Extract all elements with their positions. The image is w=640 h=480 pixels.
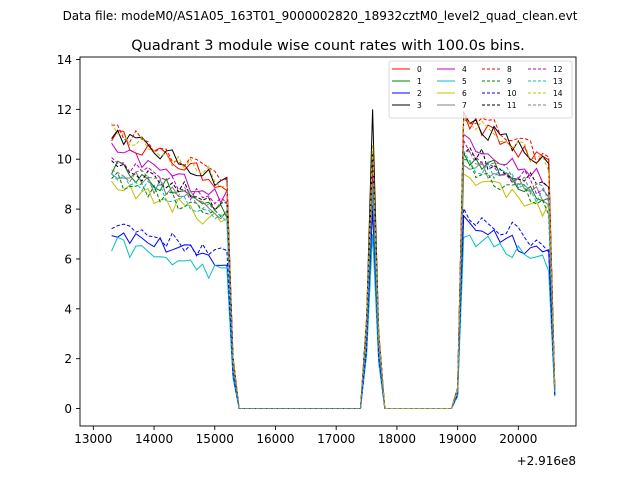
- y-tick-label: 8: [64, 203, 72, 217]
- legend-label-6: 6: [462, 89, 467, 98]
- plot-lines: [111, 109, 556, 409]
- series-line-13: [111, 149, 556, 409]
- series-line-11: [111, 146, 556, 409]
- chart-suptitle: Data file: modeM0/AS1A05_163T01_90000028…: [63, 9, 578, 23]
- legend-label-15: 15: [553, 101, 563, 110]
- legend-label-10: 10: [507, 89, 517, 98]
- series-line-6: [111, 169, 556, 409]
- series-line-2: [111, 209, 556, 409]
- x-tick-label: 17000: [317, 432, 355, 446]
- y-tick-label: 14: [57, 53, 72, 67]
- legend-label-0: 0: [417, 65, 422, 74]
- x-tick-label: 15000: [196, 432, 234, 446]
- y-tick-label: 10: [57, 153, 72, 167]
- legend-frame: [388, 60, 573, 119]
- y-axis: 0 2 4 6 8 10 12 14: [57, 53, 80, 416]
- y-tick-label: 12: [57, 103, 72, 117]
- legend-label-9: 9: [507, 77, 512, 86]
- x-tick-label: 14000: [135, 432, 173, 446]
- y-tick-label: 6: [64, 252, 72, 266]
- series-line-9: [111, 158, 556, 409]
- series-line-10: [111, 201, 556, 409]
- legend-label-1: 1: [417, 77, 422, 86]
- chart-title: Quadrant 3 module wise count rates with …: [131, 38, 525, 54]
- y-tick-label: 2: [64, 352, 72, 366]
- legend-label-8: 8: [507, 65, 512, 74]
- legend-label-11: 11: [507, 101, 517, 110]
- legend-label-13: 13: [553, 77, 563, 86]
- series-line-5: [111, 233, 556, 409]
- x-axis: 13000 14000 15000 16000 17000 18000 19000 20000: [74, 426, 537, 446]
- legend-label-14: 14: [553, 89, 563, 98]
- x-tick-label: 20000: [499, 432, 537, 446]
- series-line-15: [111, 150, 556, 409]
- legend-label-7: 7: [462, 101, 467, 110]
- legend-label-5: 5: [462, 77, 467, 86]
- series-line-4: [111, 133, 556, 409]
- x-offset-label: +2.916e8: [517, 454, 576, 468]
- x-tick-label: 16000: [256, 432, 294, 446]
- y-tick-label: 4: [64, 302, 72, 316]
- axes-frame: [79, 56, 577, 427]
- series-line-12: [111, 138, 556, 409]
- legend-label-3: 3: [417, 101, 422, 110]
- x-tick-label: 18000: [378, 432, 416, 446]
- series-line-14: [111, 116, 556, 409]
- legend-label-2: 2: [417, 89, 422, 98]
- legend-label-12: 12: [553, 65, 563, 74]
- y-tick-label: 0: [64, 402, 72, 416]
- x-tick-label: 19000: [439, 432, 477, 446]
- x-tick-label: 13000: [74, 432, 112, 446]
- legend-label-4: 4: [462, 65, 467, 74]
